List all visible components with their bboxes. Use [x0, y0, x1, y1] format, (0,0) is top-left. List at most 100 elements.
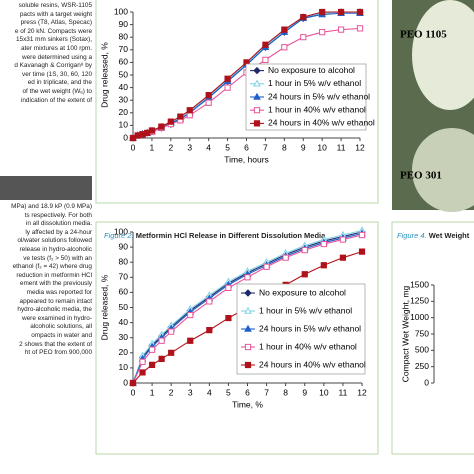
x-tick-label: 12	[357, 387, 367, 397]
y-tick-label: 90	[119, 19, 129, 29]
text-line: ve tests (f₂ > 50) with an	[23, 254, 92, 262]
x-tick-label: 7	[264, 387, 269, 397]
y-tick-label: 10	[119, 120, 129, 130]
data-point	[129, 134, 137, 142]
data-point	[224, 84, 231, 91]
legend-label: No exposure to alcohol	[268, 65, 355, 75]
legend-label: 24 hours in 5% w/v ethanol	[259, 323, 361, 333]
text-line: MPa) and 18.9 kP (0.9 MPa)	[11, 203, 92, 210]
legend-marker	[244, 361, 252, 369]
data-point	[225, 284, 232, 291]
text-line: hydro-alcoholic media, the	[17, 306, 92, 314]
text-line: were examined in hydro-	[22, 314, 92, 322]
text-line: ht of PEO from 900,000	[24, 349, 92, 357]
y-tick-label: 40	[119, 82, 129, 92]
data-point	[262, 56, 269, 63]
text-line: appeared to remain intact	[19, 297, 92, 305]
y-tick-label: 0	[123, 132, 128, 142]
data-point	[225, 314, 232, 322]
y-tick-label: 1500	[410, 279, 429, 289]
figure-title: Metformin HCl Release in Different Disso…	[136, 231, 326, 240]
data-point	[168, 328, 175, 335]
text-line: d Kavanagh & Corrigan⁸ by	[14, 62, 92, 70]
data-point	[282, 254, 289, 261]
panel	[95, 0, 379, 204]
data-point	[319, 29, 326, 36]
x-tick-label: 8	[282, 142, 287, 152]
photo-label: PEO 1105	[400, 29, 447, 41]
y-tick-label: 20	[119, 347, 129, 357]
text-line: ver time (1S, 30, 60, 120	[22, 70, 92, 78]
data-point	[262, 41, 269, 48]
legend-box	[245, 63, 367, 131]
x-tick-label: 6	[244, 142, 249, 152]
legend-marker	[253, 107, 261, 114]
legend-label: 24 hours in 5% w/v ethanol	[268, 91, 370, 101]
y-tick-label: 10	[119, 362, 129, 372]
data-point	[358, 248, 366, 255]
data-point	[148, 346, 156, 353]
data-point	[148, 361, 156, 368]
panel	[95, 221, 379, 455]
legend-marker	[244, 306, 252, 314]
figure-label: Figure 4.	[397, 231, 427, 240]
compact-photo	[412, 128, 474, 212]
y-axis-label: Drug released, %	[99, 274, 109, 340]
y-tick-label: 30	[119, 94, 129, 104]
legend-label: No exposure to alcohol	[259, 287, 346, 297]
data-point	[134, 132, 141, 139]
text-column-top: soluble resins, WSR-1105 pacts with a tar…	[0, 2, 92, 105]
x-tick-label: 8	[283, 387, 288, 397]
x-tick-label: 3	[187, 142, 192, 152]
text-line: ethanol (f₂ = 42) where drug	[12, 263, 92, 271]
y-tick-label: 20	[119, 107, 129, 117]
data-point	[244, 274, 251, 281]
x-tick-label: 6	[245, 387, 250, 397]
y-tick-label: 30	[119, 332, 129, 342]
data-point	[319, 8, 326, 16]
text-line: pacts with a target weight	[19, 10, 92, 18]
y-tick-label: 0	[424, 377, 429, 387]
panel	[391, 221, 474, 455]
legend-marker	[253, 92, 261, 100]
y-tick-label: 40	[119, 317, 129, 327]
y-axis-label: Drug released, %	[99, 42, 109, 108]
data-point	[144, 129, 151, 137]
x-tick-label: 5	[226, 387, 231, 397]
data-point	[300, 13, 307, 21]
legend-label: 24 hours in 40% w/v ethanol	[259, 359, 366, 369]
x-tick-label: 10	[319, 387, 329, 397]
legend-marker	[244, 324, 252, 332]
legend-label: 1 hour in 5% w/v ethanol	[259, 305, 352, 315]
x-tick-label: 0	[131, 387, 136, 397]
data-point	[167, 118, 174, 125]
x-tick-label: 5	[225, 142, 230, 152]
legend-label: 1 hour in 5% w/v ethanol	[268, 78, 361, 88]
data-point	[186, 107, 193, 114]
text-line: reduction in metformin HCl	[16, 271, 92, 279]
compact-photo	[412, 0, 474, 110]
y-tick-label: 1250	[410, 296, 429, 306]
data-point	[224, 75, 231, 82]
data-point	[186, 112, 193, 119]
text-line: ompacts in water and	[31, 331, 92, 339]
y-tick-label: 80	[119, 31, 129, 41]
y-tick-label: 100	[114, 226, 128, 236]
figure-caption: Figure 2. Metformin HCl Release in Diffe…	[104, 231, 326, 240]
text-line: release in hydro-alcoholic	[19, 245, 92, 253]
text-column-bottom: MPa) and 18.9 kP (0.9 MPa) ts respectivel…	[0, 203, 92, 358]
legend-marker	[253, 120, 261, 127]
x-tick-label: 12	[355, 142, 365, 152]
legend-label: 1 hour in 40% w/v ethanol	[268, 104, 366, 114]
y-tick-label: 500	[415, 345, 429, 355]
x-tick-label: 0	[131, 142, 136, 152]
figure-caption: Figure 4. Wet Weight	[397, 231, 470, 240]
data-point	[300, 34, 307, 41]
y-tick-label: 80	[119, 256, 129, 266]
legend-label: 24 hours in 40% w/v ethanol	[268, 118, 375, 128]
data-point	[205, 99, 212, 106]
y-tick-label: 60	[119, 57, 129, 67]
text-line: media was reported for	[26, 288, 92, 296]
x-tick-label: 9	[302, 387, 307, 397]
figure-title: Wet Weight	[429, 231, 470, 240]
